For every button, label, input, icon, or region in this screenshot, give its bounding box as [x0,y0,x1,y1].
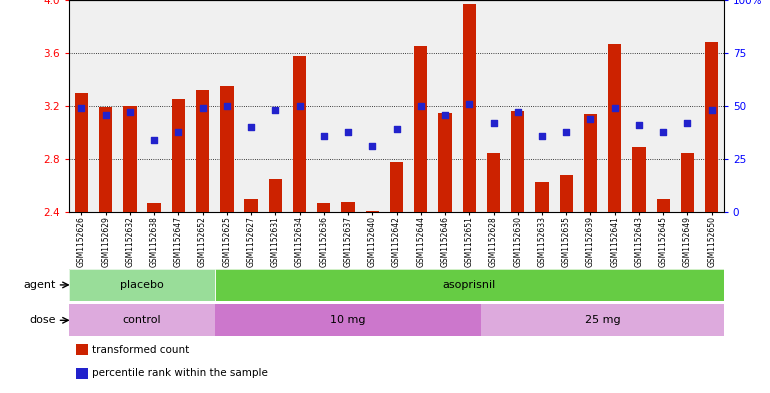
Bar [148,203,161,212]
Point [196,105,209,111]
Point [390,126,403,132]
Bar [584,114,598,212]
Point [342,129,354,135]
Point [705,107,718,114]
Point [245,124,257,130]
Text: dose: dose [30,315,56,325]
Point [172,129,185,135]
Bar [463,4,476,212]
Point [293,103,306,109]
Bar [69,269,215,301]
Point [584,116,597,122]
Point [608,105,621,111]
Text: placebo: placebo [120,280,164,290]
Text: asoprisnil: asoprisnil [443,280,496,290]
Bar [535,182,549,212]
Text: 25 mg: 25 mg [584,315,621,325]
Bar [244,199,258,212]
Point [148,137,160,143]
Bar [341,202,355,212]
Bar [632,147,645,212]
Point [487,120,500,126]
Bar [511,111,524,212]
Bar [69,304,215,336]
Bar [681,152,694,212]
Text: 10 mg: 10 mg [330,315,366,325]
Bar [269,179,282,212]
Bar [390,162,403,212]
Bar [220,86,233,212]
Bar [75,93,88,212]
Text: agent: agent [24,280,56,290]
Point [414,103,427,109]
Bar [123,106,136,212]
Point [439,112,451,118]
Bar [487,152,500,212]
Bar [657,199,670,212]
Point [75,105,88,111]
Bar [196,90,209,212]
Bar [215,269,724,301]
Point [463,101,475,107]
Point [99,112,112,118]
Point [367,143,379,150]
Point [536,133,548,139]
Point [657,129,669,135]
Point [681,120,694,126]
Text: transformed count: transformed count [92,345,189,355]
Bar [317,203,330,212]
Bar [481,304,724,336]
Point [270,107,282,114]
Bar [99,107,112,212]
Bar [172,99,185,212]
Bar [215,304,481,336]
Bar [414,46,427,212]
Bar [560,175,573,212]
Point [511,109,524,116]
Bar [705,42,718,212]
Point [221,103,233,109]
Bar [366,211,379,212]
Point [560,129,572,135]
Point [318,133,330,139]
Bar [75,344,88,355]
Point [633,122,645,129]
Bar [75,368,88,379]
Point [124,109,136,116]
Bar [438,113,452,212]
Bar [608,44,621,212]
Text: control: control [122,315,162,325]
Bar [293,56,306,212]
Text: percentile rank within the sample: percentile rank within the sample [92,368,268,378]
